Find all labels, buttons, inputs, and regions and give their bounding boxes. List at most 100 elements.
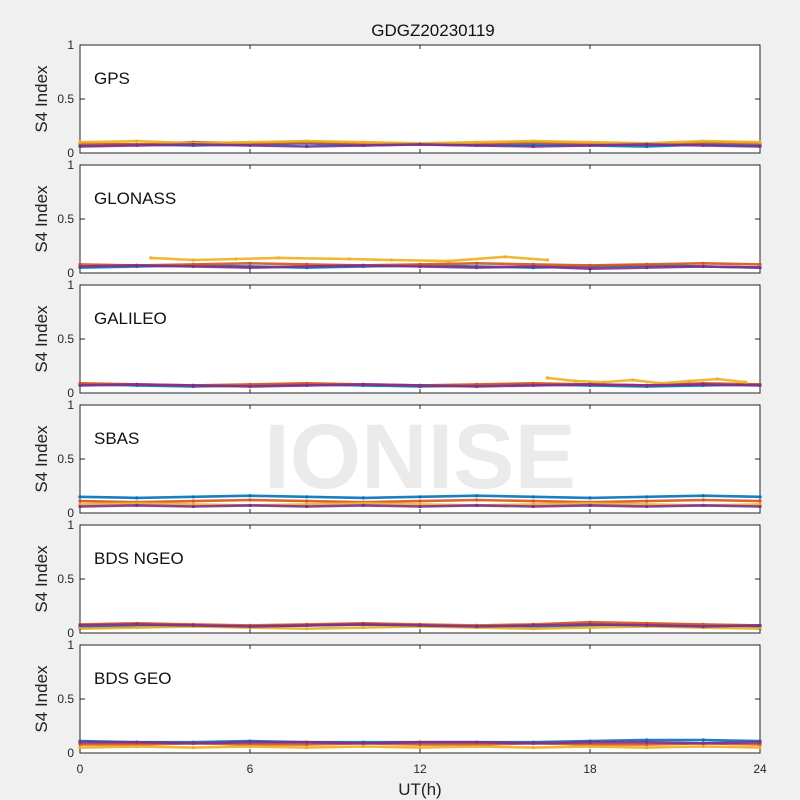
data-point [588, 740, 592, 744]
watermark-layer: IONISE [264, 406, 576, 508]
data-point [545, 258, 550, 262]
data-point [305, 740, 309, 744]
data-point [78, 499, 82, 503]
panel-label: BDS GEO [94, 669, 171, 688]
data-point [135, 744, 139, 749]
data-point [531, 623, 535, 628]
y-tick-label: 0.5 [57, 332, 74, 346]
series-4 [78, 382, 762, 389]
data-point [390, 258, 394, 262]
data-point [248, 744, 252, 749]
plot-area [79, 524, 761, 634]
data-point [361, 496, 365, 500]
data-point [78, 623, 82, 628]
data-point [758, 144, 762, 149]
y-axis-label: S4 Index [32, 65, 51, 133]
plot-area [79, 164, 761, 274]
data-point [135, 496, 139, 500]
data-point [588, 622, 592, 627]
data-point [588, 267, 592, 271]
y-tick-label: 1 [67, 278, 74, 292]
data-point [305, 264, 309, 269]
watermark: IONISE [264, 406, 576, 508]
x-axis-label: UT(h) [398, 780, 441, 799]
data-point [418, 499, 422, 503]
data-point [645, 740, 649, 744]
data-point [701, 382, 705, 386]
series-line [547, 376, 746, 385]
plot-area [79, 404, 761, 514]
data-point [361, 741, 365, 745]
data-point [645, 495, 649, 499]
data-point [135, 382, 139, 386]
data-point [361, 503, 365, 507]
data-point [758, 140, 762, 144]
data-point [276, 256, 280, 260]
y-axis-label: S4 Index [32, 185, 51, 253]
data-point [248, 498, 252, 502]
data-point [588, 143, 592, 147]
data-point [78, 383, 82, 387]
data-point [418, 623, 422, 628]
y-tick-label: 1 [67, 38, 74, 52]
data-point [531, 499, 535, 503]
y-tick-label: 1 [67, 158, 74, 172]
data-point [305, 144, 309, 149]
data-point [715, 377, 720, 381]
data-point [248, 384, 252, 389]
data-point [78, 144, 82, 149]
series-3 [78, 744, 762, 750]
x-tick-label: 6 [247, 762, 254, 776]
data-point [305, 742, 309, 747]
data-point [78, 504, 82, 509]
data-point [248, 266, 252, 270]
data-point [531, 495, 535, 499]
plot-area [79, 44, 761, 154]
y-tick-label: 0 [67, 386, 74, 400]
data-point [701, 143, 705, 147]
data-point [305, 627, 309, 631]
data-point [78, 495, 82, 499]
data-point [418, 383, 422, 387]
data-point [135, 143, 139, 147]
data-point [588, 382, 592, 386]
data-point [645, 383, 649, 387]
data-point [475, 498, 479, 502]
data-point [475, 140, 479, 144]
data-point [758, 499, 762, 503]
data-point [475, 624, 479, 629]
data-point [475, 494, 479, 498]
data-point [361, 382, 365, 386]
data-point [475, 384, 479, 389]
y-tick-label: 0.5 [57, 572, 74, 586]
series-4 [78, 263, 762, 271]
data-point [248, 261, 252, 265]
data-point [191, 258, 195, 262]
data-point [305, 504, 309, 509]
data-point [701, 264, 705, 269]
data-point [361, 744, 365, 749]
data-point [191, 142, 195, 146]
data-point [305, 139, 309, 143]
data-point [248, 503, 252, 507]
data-point [701, 744, 705, 749]
data-point [744, 380, 748, 384]
data-point [531, 746, 535, 750]
data-point [78, 746, 82, 750]
data-point [588, 140, 592, 144]
data-point [687, 379, 691, 383]
data-point [475, 261, 479, 265]
panel-glonass: 0 0.5 1 GLONASS S4 Index [32, 158, 762, 280]
x-axis: 0 6 12 18 24 [77, 762, 767, 776]
data-point [645, 266, 649, 270]
y-axis-label: S4 Index [32, 425, 51, 493]
y-axis-label: S4 Index [32, 305, 51, 373]
data-point [361, 626, 365, 630]
data-point [305, 383, 309, 387]
panel-gps: 0 0.5 1 GPS S4 Index [32, 38, 762, 160]
data-point [475, 503, 479, 507]
data-point [758, 495, 762, 499]
data-point [361, 143, 365, 147]
data-point [248, 143, 252, 147]
x-tick-label: 18 [583, 762, 597, 776]
